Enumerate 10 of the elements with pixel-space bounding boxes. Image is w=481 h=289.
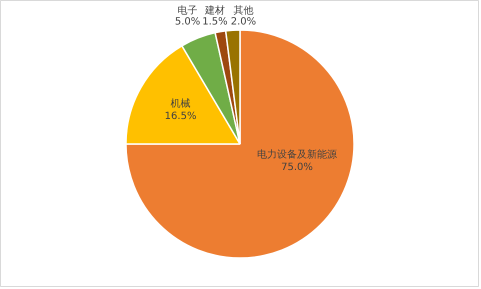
slice-label: 建材: [204, 4, 225, 16]
data-label: 5.0%: [174, 16, 200, 28]
slice-label: 电子: [178, 4, 198, 16]
data-label: 75.0%: [281, 162, 313, 173]
data-label: 2.0%: [230, 16, 256, 28]
slice-label: 其他: [233, 4, 254, 16]
slice-label: 电力设备及新能源: [257, 148, 338, 160]
data-label: 16.5%: [164, 110, 196, 122]
slice-label: 机械: [170, 97, 191, 110]
data-label: 1.5%: [202, 16, 228, 28]
